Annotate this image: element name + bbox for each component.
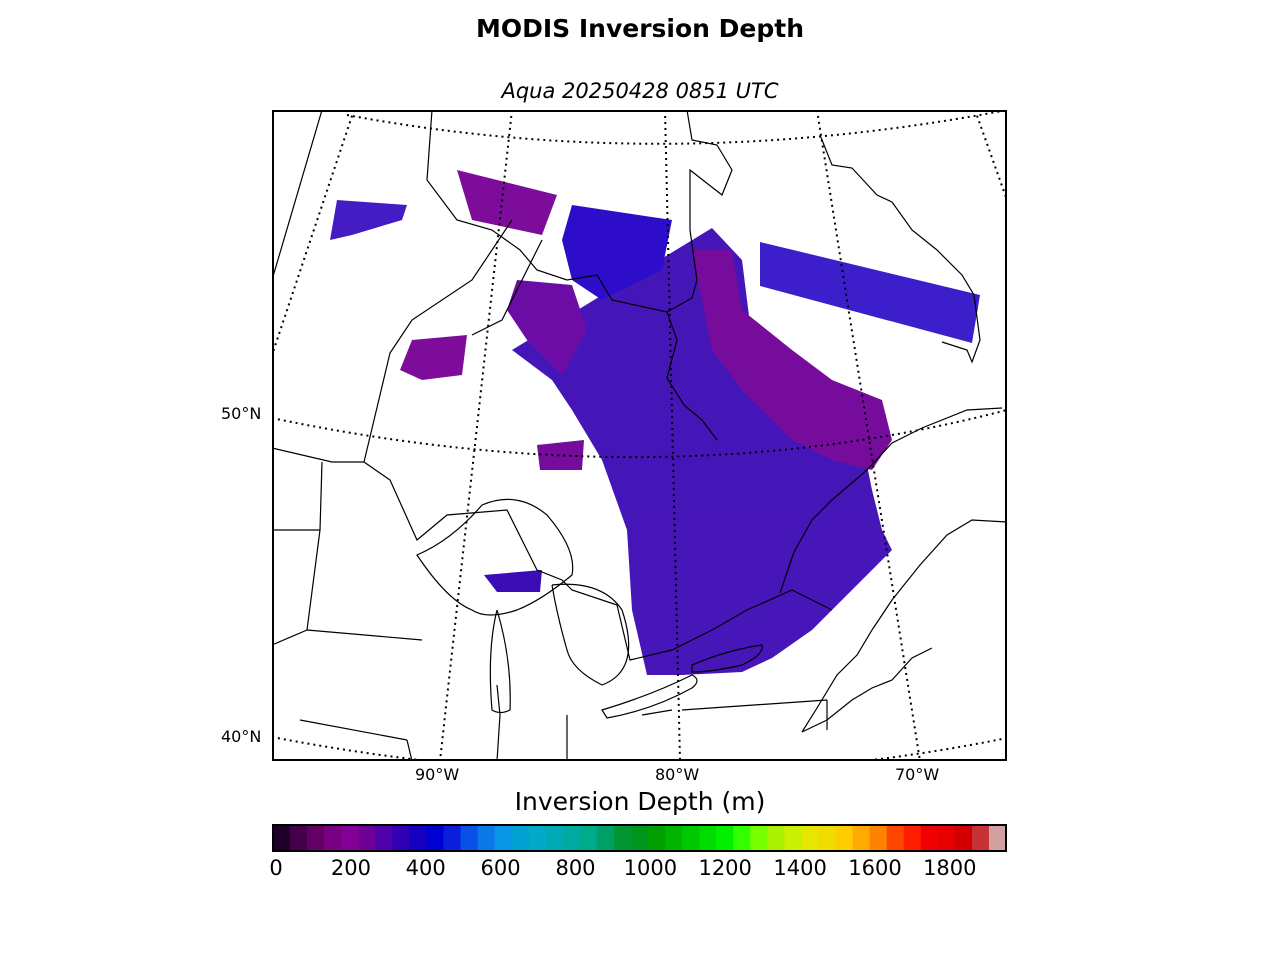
meridian-80w — [664, 110, 681, 761]
colorbar-border — [272, 824, 1007, 852]
swath-northwest-purple — [457, 170, 557, 235]
colorbar-bin — [477, 825, 496, 851]
colorbar-bin — [511, 825, 530, 851]
colorbar-tick-label: 1200 — [698, 856, 752, 880]
colorbar-bin — [324, 825, 342, 851]
map-border — [272, 110, 1007, 761]
meridian-60w — [974, 110, 1007, 201]
graticule — [272, 110, 1007, 761]
colorbar-bin — [443, 825, 462, 851]
colorbar-bin — [392, 825, 410, 851]
lon-label-70w: 70°W — [895, 765, 940, 784]
colorbar-tick-label: 1800 — [923, 856, 977, 880]
swath-purple-band — [692, 250, 892, 470]
colorbar-bin — [562, 825, 581, 851]
new-england-coast — [801, 647, 933, 733]
swath-layer — [330, 170, 980, 675]
st-lawrence-south-shore — [801, 519, 1007, 733]
colorbar-bin — [648, 825, 666, 851]
colorbar-bin — [460, 825, 479, 851]
colorbar-bin — [579, 825, 598, 851]
meridian-70w — [816, 110, 921, 761]
colorbar-tick-label: 0 — [269, 856, 283, 880]
lon-label-80w: 80°W — [655, 765, 700, 784]
colorbar-bin — [273, 825, 291, 851]
map-panel — [272, 110, 1007, 761]
colorbar-bin — [290, 825, 308, 851]
colorbar-bin — [852, 825, 871, 851]
colorbar-bin — [971, 825, 990, 851]
colorbar-bin — [494, 825, 513, 851]
colorbar-bin — [307, 825, 325, 851]
colorbar-bin — [920, 825, 939, 851]
colorbar-bin — [665, 825, 683, 851]
colorbar — [272, 824, 1007, 852]
colorbar-bin — [409, 825, 428, 851]
meridian-100w — [272, 110, 355, 356]
coastlines — [272, 110, 1007, 761]
colorbar-label: Inversion Depth (m) — [514, 787, 766, 816]
lake-michigan — [489, 609, 511, 714]
colorbar-bin — [784, 825, 803, 851]
lake-huron — [551, 583, 630, 686]
colorbar-bin — [903, 825, 922, 851]
colorbar-bin — [613, 825, 632, 851]
colorbar-bin — [630, 825, 649, 851]
lake-erie — [601, 674, 698, 719]
colorbar-tick-label: 200 — [330, 856, 371, 880]
colorbar-tick-label: 1000 — [623, 856, 678, 880]
lake-superior — [416, 498, 574, 616]
chart-subtitle: Aqua 20250428 0851 UTC — [501, 79, 779, 103]
swath-main — [512, 228, 892, 675]
colorbar-bin — [682, 825, 700, 851]
swath-south-patch — [537, 440, 584, 470]
colorbar-bin — [716, 825, 734, 851]
colorbar-tick-label: 1600 — [848, 856, 902, 880]
colorbar-bin — [835, 825, 854, 851]
colorbar-bin — [937, 825, 956, 851]
colorbar-bin — [801, 825, 820, 851]
colorbar-bin — [545, 825, 564, 851]
colorbar-bin — [733, 825, 751, 851]
state-boundaries-midwest — [496, 684, 828, 761]
colorbar-bin — [750, 825, 768, 851]
parallel-40n — [272, 736, 1007, 761]
colorbar-bin — [886, 825, 905, 851]
lat-label-50n: 50°N — [221, 404, 262, 423]
lon-label-90w: 90°W — [415, 765, 460, 784]
colorbar-bin — [426, 825, 445, 851]
colorbar-bin — [767, 825, 785, 851]
colorbar-bin — [375, 825, 393, 851]
colorbar-bin — [988, 825, 1007, 851]
colorbar-bin — [528, 825, 547, 851]
chart-title: MODIS Inversion Depth — [475, 14, 805, 43]
colorbar-tick-label: 1400 — [773, 856, 827, 880]
swath-northeast — [760, 242, 980, 343]
parallel-60n — [346, 110, 1007, 145]
colorbar-bin — [818, 825, 837, 851]
colorbar-bin — [869, 825, 888, 851]
gulf-st-lawrence — [779, 407, 1003, 594]
colorbar-bin — [699, 825, 717, 851]
colorbar-bin — [341, 825, 359, 851]
state-boundaries-west — [272, 461, 423, 761]
swath-central-patch — [507, 280, 587, 375]
swath-lake-patch — [484, 570, 542, 592]
lat-label-40n: 40°N — [221, 727, 262, 746]
labrador-coast — [819, 134, 981, 364]
colorbar-bin — [358, 825, 376, 851]
us-canada-border — [272, 447, 833, 661]
colorbar-tick-label: 800 — [555, 856, 596, 880]
lake-ontario — [691, 644, 763, 673]
colorbar-bin — [954, 825, 973, 851]
colorbar-tick-label: 400 — [405, 856, 446, 880]
james-bay-coast — [666, 311, 718, 441]
province-boundaries — [272, 110, 543, 463]
colorbar-bin — [596, 825, 615, 851]
colorbar-tick-label: 600 — [480, 856, 521, 880]
meridian-90w — [439, 110, 513, 761]
swath-west-patch — [330, 200, 407, 240]
swath-mid-patch — [400, 335, 467, 380]
